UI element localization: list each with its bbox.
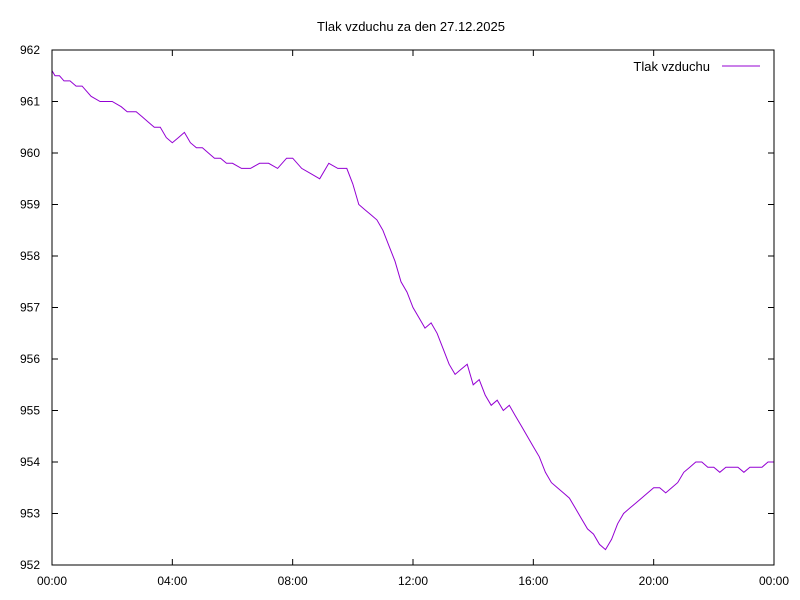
plot-frame bbox=[51, 49, 775, 566]
x-tick-label: 00:00 bbox=[759, 574, 789, 588]
y-tick-label: 962 bbox=[20, 43, 40, 57]
y-tick-label: 961 bbox=[20, 95, 40, 109]
y-tick-label: 958 bbox=[20, 249, 40, 263]
legend-label: Tlak vzduchu bbox=[633, 59, 710, 74]
y-tick-label: 956 bbox=[20, 352, 40, 366]
y-tick-label: 952 bbox=[20, 558, 40, 572]
x-tick-label: 20:00 bbox=[639, 574, 669, 588]
y-tick-label: 957 bbox=[20, 301, 40, 315]
y-tick-label: 954 bbox=[20, 455, 40, 469]
x-tick-label: 12:00 bbox=[398, 574, 428, 588]
x-tick-label: 00:00 bbox=[37, 574, 67, 588]
y-tick-label: 960 bbox=[20, 146, 40, 160]
y-tick-label: 953 bbox=[20, 507, 40, 521]
x-tick-label: 04:00 bbox=[157, 574, 187, 588]
chart-title: Tlak vzduchu za den 27.12.2025 bbox=[317, 19, 505, 34]
y-tick-label: 955 bbox=[20, 404, 40, 418]
series-line-pressure bbox=[51, 70, 774, 551]
tick-labels: 952 953 954 955 956 957 958 959 960 961 962 00:00 04… bbox=[20, 43, 789, 588]
legend: Tlak vzduchu bbox=[633, 59, 760, 74]
x-tick-label: 16:00 bbox=[518, 574, 548, 588]
y-tick-label: 959 bbox=[20, 198, 40, 212]
x-tick-label: 08:00 bbox=[278, 574, 308, 588]
